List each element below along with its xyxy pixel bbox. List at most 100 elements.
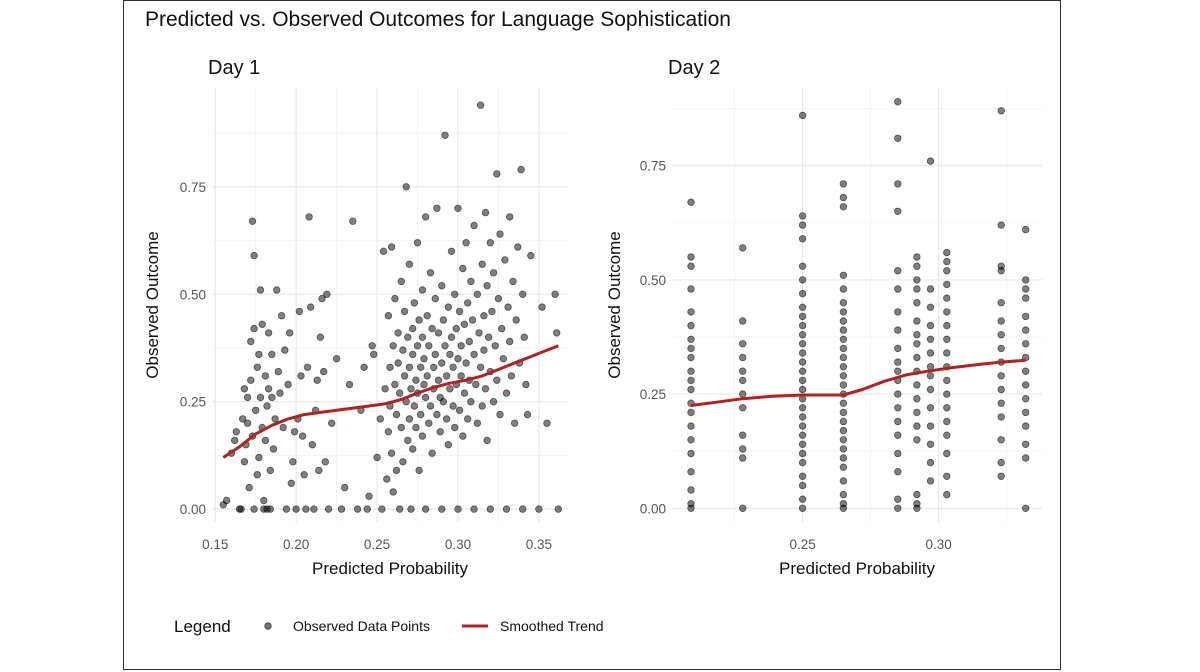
data-point	[308, 441, 316, 449]
data-point	[407, 505, 415, 513]
data-point	[457, 372, 465, 380]
data-point	[943, 280, 951, 289]
data-point	[400, 307, 409, 316]
data-point	[687, 500, 695, 508]
data-point	[798, 422, 807, 430]
data-point	[1021, 312, 1030, 321]
data-point	[687, 385, 695, 394]
data-point	[926, 349, 935, 357]
data-point	[739, 404, 747, 412]
data-point	[289, 458, 297, 466]
legend-label-points: Observed Data Points	[293, 618, 430, 634]
y-tick-label: 0.25	[180, 395, 206, 410]
data-point	[498, 324, 506, 333]
data-point	[418, 432, 427, 440]
data-point	[913, 253, 921, 261]
data-point	[298, 432, 307, 440]
data-point	[287, 479, 295, 487]
data-point	[493, 170, 501, 178]
data-point	[423, 312, 431, 320]
data-point	[396, 389, 404, 397]
y-tick-label: 0.25	[640, 387, 666, 402]
data-point	[378, 505, 386, 513]
data-point	[455, 307, 464, 316]
data-point	[413, 238, 422, 247]
data-point	[926, 385, 935, 394]
smoothed-trend-line	[690, 358, 1026, 407]
data-point	[1021, 440, 1030, 448]
data-point	[302, 505, 310, 513]
data-point	[434, 376, 443, 384]
data-point	[315, 466, 323, 475]
data-point	[441, 131, 449, 139]
x-tick-label: 0.35	[526, 537, 552, 552]
data-point	[687, 321, 695, 330]
data-point	[392, 410, 401, 419]
data-point	[240, 458, 249, 466]
data-point	[454, 505, 462, 513]
data-point	[798, 235, 807, 243]
data-point	[926, 422, 935, 430]
data-point	[489, 398, 498, 406]
x-tick-label: 0.20	[283, 537, 309, 552]
data-point	[687, 308, 695, 316]
data-point	[425, 419, 433, 427]
data-point	[839, 335, 848, 343]
data-point	[501, 256, 509, 264]
data-point	[423, 372, 431, 380]
data-point	[1021, 422, 1030, 430]
data-point	[506, 337, 514, 346]
data-point	[428, 324, 436, 333]
data-point	[430, 363, 438, 371]
panel-title: Day 1	[208, 57, 260, 79]
data-point	[839, 426, 848, 435]
data-point	[261, 372, 270, 380]
data-point	[798, 385, 807, 394]
figure-frame	[123, 0, 1061, 670]
data-point	[502, 389, 511, 397]
data-point	[1021, 340, 1030, 348]
data-point	[798, 221, 807, 229]
panel-day-2: 0.00 0.25 0.50 0.75 0.25 0.30 Day 2 Predicted P…	[605, 57, 1042, 578]
data-point	[687, 353, 695, 362]
data-point	[455, 406, 464, 414]
data-point	[997, 372, 1005, 380]
data-point	[739, 390, 747, 398]
data-point	[263, 402, 271, 410]
data-point	[446, 350, 454, 359]
data-point	[997, 399, 1005, 407]
data-point	[798, 449, 807, 458]
data-point	[433, 410, 441, 419]
data-point	[486, 505, 494, 513]
data-point	[421, 213, 430, 221]
data-point	[798, 367, 807, 375]
data-point	[379, 247, 388, 255]
data-point	[798, 358, 807, 366]
data-point	[387, 449, 396, 457]
data-point	[839, 477, 848, 485]
data-point	[478, 260, 486, 268]
data-point	[894, 344, 902, 353]
data-point	[405, 260, 414, 268]
data-point	[397, 423, 405, 432]
data-point	[687, 449, 695, 458]
data-point	[798, 331, 807, 339]
data-point	[894, 180, 902, 188]
data-point	[553, 329, 561, 337]
data-point	[798, 340, 807, 348]
data-point	[307, 303, 315, 311]
data-point	[894, 449, 902, 458]
data-point	[488, 307, 496, 316]
data-point	[839, 317, 848, 325]
data-point	[387, 243, 396, 251]
data-point	[449, 402, 457, 410]
data-point	[405, 363, 414, 371]
data-point	[266, 505, 274, 513]
data-point	[894, 326, 902, 334]
data-point	[839, 372, 848, 380]
data-point	[839, 490, 848, 499]
data-point	[467, 398, 475, 406]
data-point	[404, 333, 412, 341]
observed-points	[219, 101, 562, 513]
data-point	[237, 505, 245, 513]
